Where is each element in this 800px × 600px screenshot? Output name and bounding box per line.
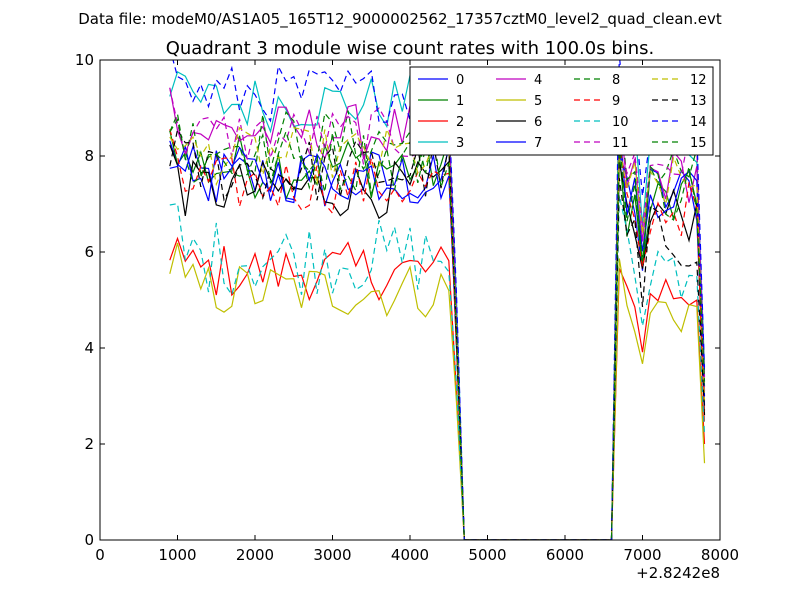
legend-label-11: 11 (612, 136, 629, 151)
legend-frame (409, 66, 714, 156)
legend-label-7: 7 (534, 136, 542, 151)
legend-label-0: 0 (456, 73, 464, 88)
legend-label-1: 1 (456, 94, 464, 109)
x-tick-label: 0 (95, 546, 105, 564)
legend-label-8: 8 (612, 73, 620, 88)
y-tick-label: 4 (84, 339, 94, 357)
series-line-4 (169, 87, 706, 540)
y-tick-label: 2 (84, 435, 94, 453)
legend-label-15: 15 (690, 136, 707, 151)
legend-label-6: 6 (534, 115, 542, 130)
chart-title: Quadrant 3 module wise count rates with … (166, 38, 655, 59)
legend-label-5: 5 (534, 94, 542, 109)
legend-label-3: 3 (456, 136, 464, 151)
x-tick-label: 2000 (236, 546, 274, 564)
series-line-15 (169, 118, 706, 540)
y-tick-label: 6 (84, 243, 94, 261)
figure-supertitle: Data file: modeM0/AS1A05_165T12_90000025… (78, 10, 722, 29)
x-tick-label: 6000 (546, 546, 584, 564)
x-offset-label: +2.8242e8 (636, 564, 720, 582)
x-tick-label: 1000 (158, 546, 196, 564)
series-line-0 (169, 140, 706, 540)
x-tick-label: 8000 (701, 546, 739, 564)
series-line-7 (169, 122, 706, 540)
series-line-14 (172, 60, 706, 540)
x-tick-label: 3000 (313, 546, 351, 564)
legend-label-4: 4 (534, 73, 542, 88)
legend-label-9: 9 (612, 94, 620, 109)
y-tick-label: 10 (75, 51, 94, 69)
x-tick-label: 7000 (623, 546, 661, 564)
x-tick-label: 4000 (391, 546, 429, 564)
series-line-13 (169, 128, 706, 540)
legend-label-12: 12 (690, 73, 707, 88)
legend-label-13: 13 (690, 94, 707, 109)
x-tick-label: 5000 (468, 546, 506, 564)
series-line-5 (169, 242, 706, 540)
legend-label-2: 2 (456, 115, 464, 130)
legend-label-10: 10 (612, 115, 629, 130)
y-tick-label: 0 (84, 531, 94, 549)
legend-label-14: 14 (690, 115, 707, 130)
series-line-9 (169, 129, 706, 540)
y-tick-label: 8 (84, 147, 94, 165)
series-line-10 (169, 195, 706, 540)
